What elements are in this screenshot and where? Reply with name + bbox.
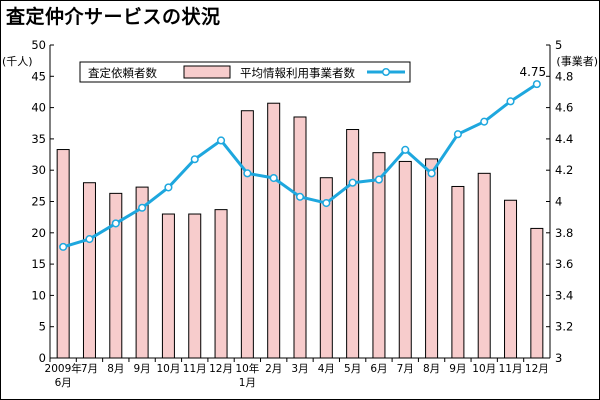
right-tick-label: 4 [555,195,562,209]
right-tick-label: 5 [555,38,562,52]
right-tick-label: 3.6 [555,257,573,271]
x-tick-label: 5月 [344,363,361,375]
legend-swatch-marker [381,67,391,77]
left-tick-label: 5 [39,320,46,334]
bar [398,160,412,359]
line-point [374,175,383,184]
right-tick-label: 3 [555,351,562,365]
page-title: 査定仲介サービスの状況 [6,6,221,28]
x-tick-label: 8月 [423,363,440,375]
line-point [427,169,436,178]
bar [293,116,307,359]
bar [56,149,70,359]
legend-swatch-bars [183,65,231,79]
left-tick-label: 40 [31,101,46,115]
x-tick-label: 7月 [397,363,414,375]
bar [530,227,544,359]
right-axis-unit: (事業者) [556,55,598,68]
x-tick-label-line2: 1月 [239,377,256,389]
x-tick-label: 6月 [370,363,387,375]
bar [240,110,254,359]
x-tick-label: 4月 [318,363,335,375]
bar [214,209,228,359]
bar [425,158,439,359]
bar [504,199,518,359]
right-tick-label: 4.8 [555,69,573,83]
bar [161,213,175,359]
line-point [59,242,68,251]
right-tick-label: 4.6 [555,101,573,115]
bar [451,185,465,359]
line-point [480,117,489,126]
right-tick-label: 3.4 [555,288,573,302]
line-point [190,155,199,164]
line-point [295,192,305,201]
left-tick-label: 15 [31,257,46,271]
right-tick-label: 4.2 [555,163,573,177]
x-tick-label: 2009年 [45,362,82,375]
line-point [217,136,226,145]
legend-label-line: 平均情報利用事業者数 [240,66,355,80]
bar [135,186,149,359]
x-tick-label-line2: 6月 [55,377,72,389]
x-tick-label: 2月 [265,363,282,375]
line-point [322,199,331,208]
line-point [269,173,278,183]
left-axis-unit: (千人) [2,55,33,68]
left-tick-label: 25 [31,195,46,209]
x-tick-label: 9月 [449,363,466,375]
left-tick-label: 35 [31,132,46,146]
x-tick-label: 12月 [525,363,549,375]
x-tick-label: 3月 [291,363,308,375]
line-point [453,130,462,139]
line-point [401,145,410,154]
left-tick-label: 10 [31,288,46,302]
bar [267,102,281,359]
x-tick-label: 11月 [499,363,523,375]
left-tick-label: 50 [31,38,46,52]
bar [346,129,360,359]
right-tick-label: 3.8 [555,226,573,240]
data-label: 4.75 [519,65,546,79]
line-point [243,169,252,178]
bar [109,192,123,359]
line-point [164,183,173,192]
line-point [85,235,94,244]
x-tick-label: 7月 [81,363,98,375]
left-tick-label: 0 [39,351,46,365]
bar [477,172,491,359]
right-tick-label: 4.4 [555,132,573,146]
right-tick-label: 3.2 [555,320,573,334]
left-tick-label: 30 [31,163,46,177]
line-point [532,80,541,89]
x-tick-label: 11月 [183,363,207,375]
x-tick-label: 10月 [472,363,496,375]
left-tick-label: 45 [31,69,46,83]
x-tick-label: 8月 [107,363,124,375]
bar [188,213,202,359]
line-point [348,178,357,187]
x-tick-label: 12月 [209,363,233,375]
legend-label-bars: 査定依頼者数 [88,66,157,80]
x-tick-label: 9月 [134,363,151,375]
bar [82,182,96,359]
left-tick-label: 20 [31,226,46,240]
x-tick-label: 10月 [156,363,180,375]
legend-box [79,61,411,83]
x-tick-label: 10年 [235,362,259,375]
line-point [138,203,147,212]
line-point [111,219,120,228]
line-point [506,97,515,106]
